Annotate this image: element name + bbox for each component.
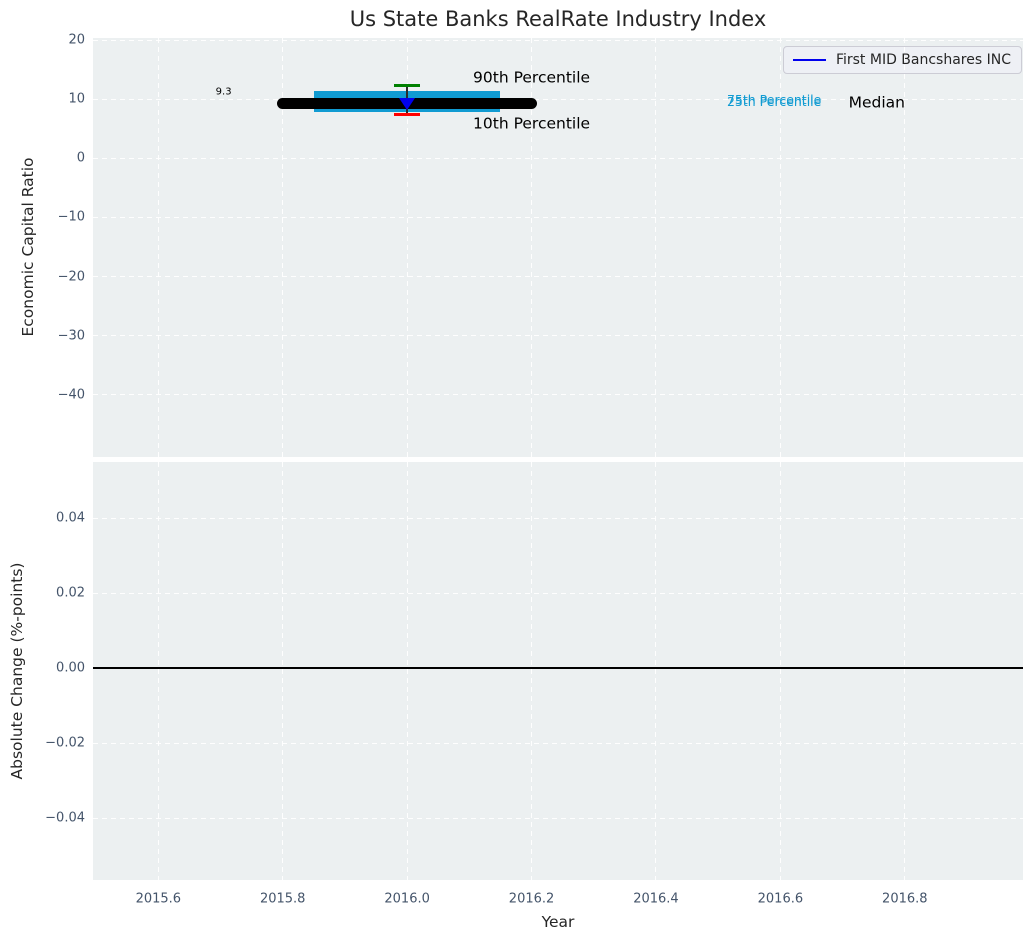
x-tick-label: 2016.2 xyxy=(508,891,555,907)
chart-annotation: Median xyxy=(848,93,906,112)
x-gridline xyxy=(282,38,284,457)
legend: First MID Bancshares INC xyxy=(782,46,1022,74)
y-gridline xyxy=(93,39,1023,41)
x-gridline xyxy=(282,462,284,880)
y-gridline xyxy=(93,742,1023,744)
y-gridline xyxy=(93,517,1023,519)
x-gridline xyxy=(904,38,906,457)
x-gridline xyxy=(157,462,159,880)
chart-annotation: 9.3 xyxy=(215,86,232,98)
y-gridline xyxy=(93,157,1023,159)
top-y-axis-label: Economic Capital Ratio xyxy=(19,157,37,337)
y-tick-label: 10 xyxy=(68,91,85,107)
zero-line xyxy=(93,667,1023,670)
chart-title: Us State Banks RealRate Industry Index xyxy=(349,7,767,31)
x-axis-label: Year xyxy=(541,913,575,931)
x-gridline xyxy=(406,38,408,457)
x-tick-label: 2016.6 xyxy=(757,891,804,907)
legend-series-label: First MID Bancshares INC xyxy=(835,52,1011,68)
y-gridline xyxy=(93,98,1023,100)
legend-line-sample-icon xyxy=(792,59,826,61)
bottom-axes xyxy=(93,462,1023,880)
y-tick-label: −30 xyxy=(57,328,85,344)
x-gridline xyxy=(531,462,533,880)
x-tick-label: 2016.0 xyxy=(384,891,430,907)
x-tick-label: 2015.8 xyxy=(259,891,306,907)
y-gridline xyxy=(93,216,1023,218)
x-gridline xyxy=(406,462,408,880)
x-tick-label: 2016.4 xyxy=(633,891,679,907)
chart-annotation: 10th Percentile xyxy=(473,114,591,133)
y-tick-label: 0.00 xyxy=(56,660,85,676)
y-tick-label: 0.04 xyxy=(56,510,85,526)
y-tick-label: −20 xyxy=(57,269,85,285)
x-gridline xyxy=(779,38,781,457)
p10-cap xyxy=(394,112,421,117)
y-tick-label: −0.04 xyxy=(45,810,85,826)
x-gridline xyxy=(904,462,906,880)
y-tick-label: 0 xyxy=(76,150,85,166)
chart-annotation: 25th Percentile xyxy=(726,93,822,109)
y-gridline xyxy=(93,592,1023,594)
bottom-y-axis-label: Absolute Change (%-points) xyxy=(8,562,26,780)
chart-annotation: 75th Percentile xyxy=(726,92,822,108)
x-tick-label: 2016.8 xyxy=(882,891,928,907)
y-tick-label: −10 xyxy=(57,209,85,225)
x-gridline xyxy=(157,38,159,457)
y-gridline xyxy=(93,335,1023,337)
y-tick-label: −0.02 xyxy=(45,735,85,751)
x-gridline xyxy=(655,462,657,880)
company-point-marker xyxy=(399,97,416,110)
top-axes xyxy=(93,38,1023,457)
y-gridline xyxy=(93,394,1023,396)
y-tick-label: 0.02 xyxy=(56,585,85,601)
p90-cap xyxy=(394,83,421,88)
y-tick-label: −40 xyxy=(57,387,85,403)
y-gridline xyxy=(93,276,1023,278)
x-gridline xyxy=(655,38,657,457)
x-gridline xyxy=(779,462,781,880)
chart-annotation: 90th Percentile xyxy=(473,68,591,87)
x-tick-label: 2015.6 xyxy=(135,891,182,907)
x-gridline xyxy=(531,38,533,457)
y-gridline xyxy=(93,817,1023,819)
y-tick-label: 20 xyxy=(68,32,85,48)
